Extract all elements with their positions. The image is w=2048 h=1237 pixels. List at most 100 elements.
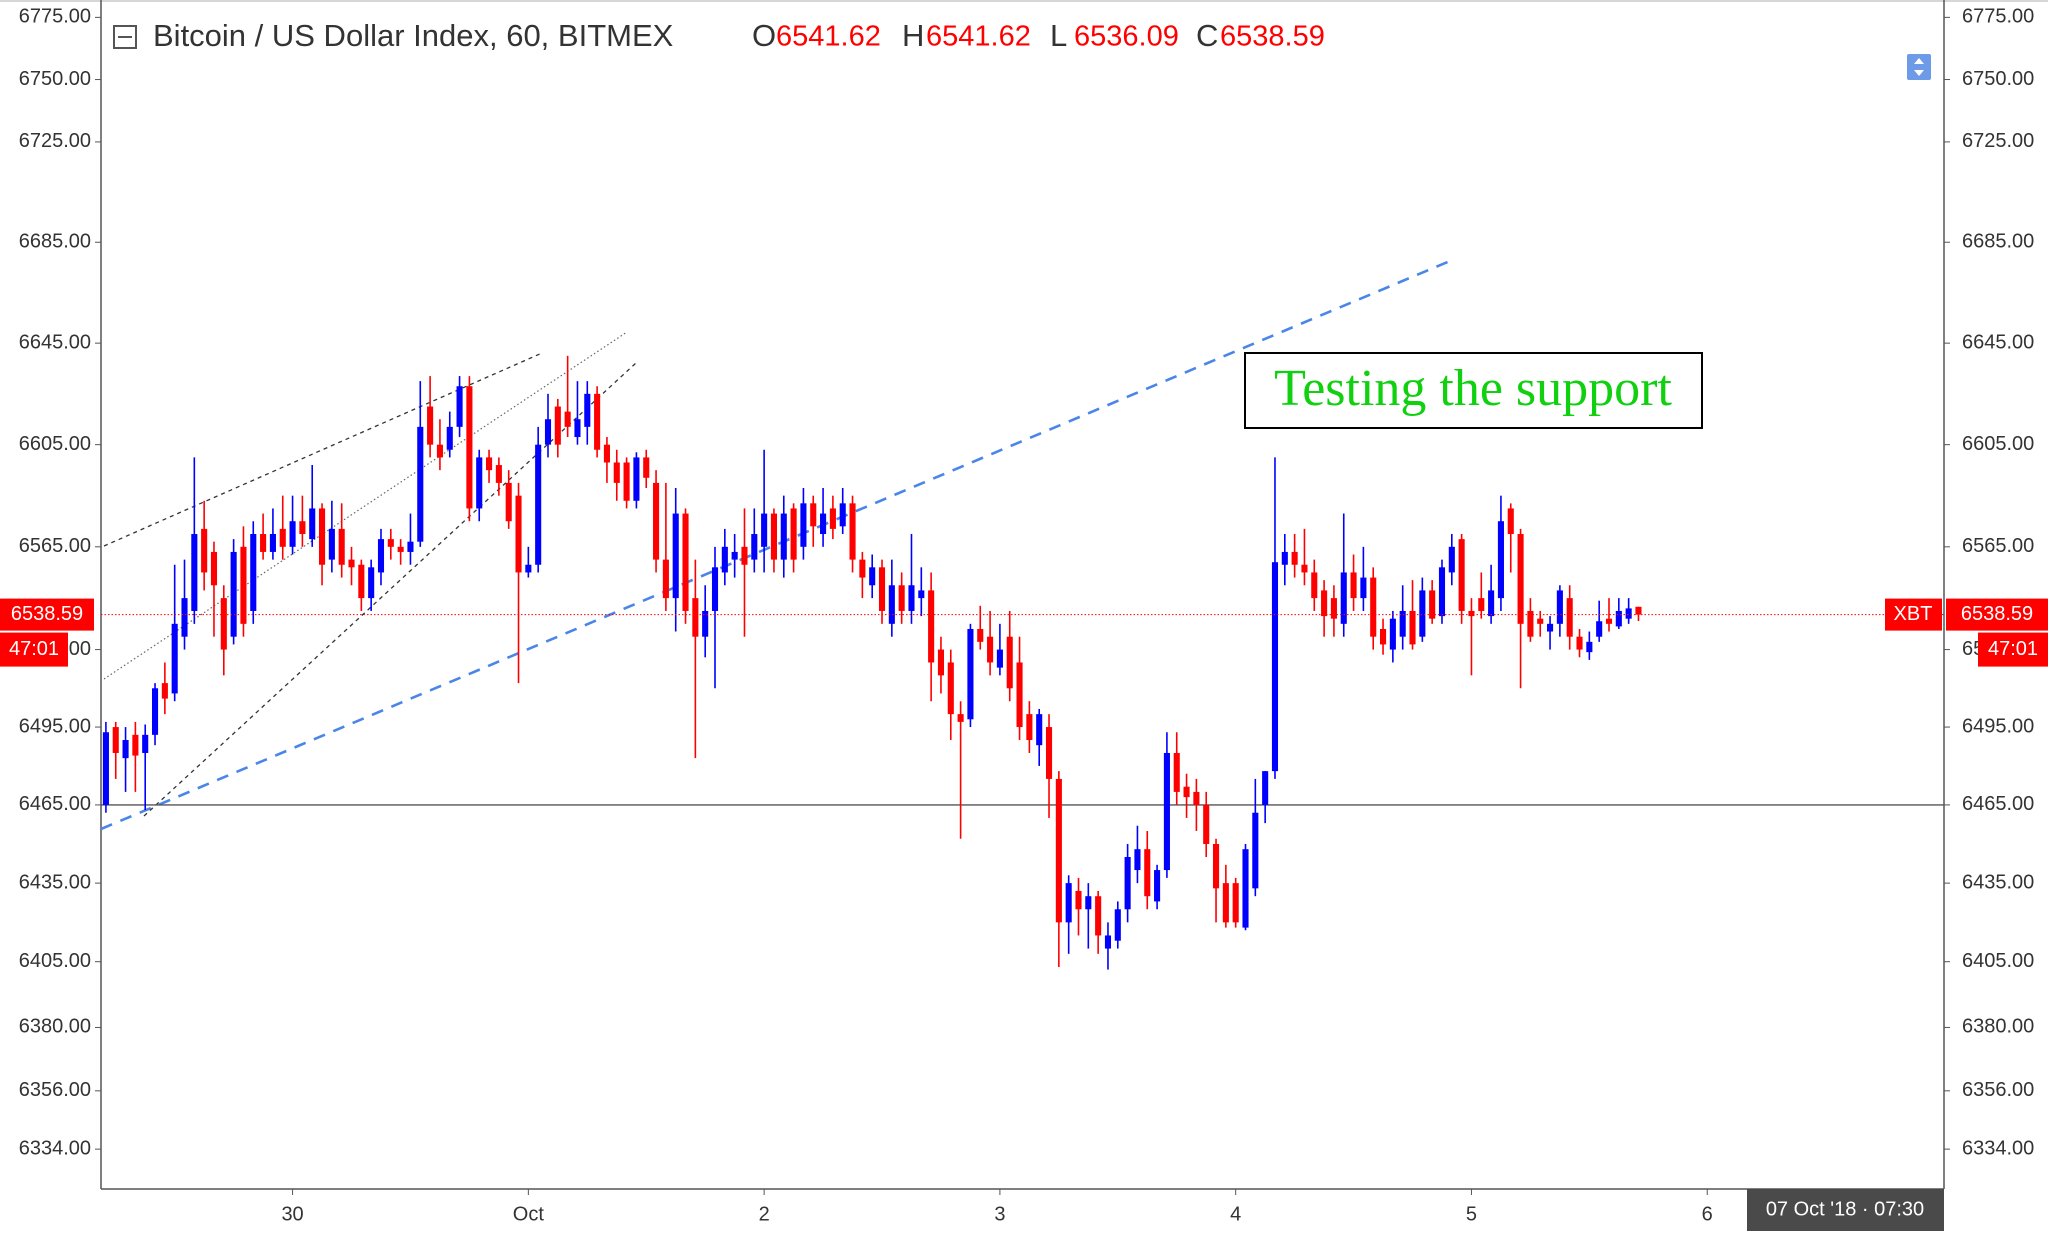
crosshair-time: 07 Oct '18 · 07:30 <box>1766 1198 1924 1220</box>
candle-body <box>1114 909 1121 941</box>
y-tick-label: 6356.00 <box>19 1079 91 1101</box>
x-tick-label: 6 <box>1702 1203 1713 1225</box>
candle-body <box>1144 849 1151 897</box>
candle-body <box>928 590 935 663</box>
y-tick-label: 6605.00 <box>1962 433 2034 455</box>
candle-body <box>662 559 669 599</box>
y-tick-label: 6685.00 <box>1962 231 2034 253</box>
candle-body <box>289 521 296 547</box>
candle-body <box>201 528 208 573</box>
y-tick-label: 6380.00 <box>19 1016 91 1038</box>
y-tick-label: 6465.00 <box>19 793 91 815</box>
candle-body <box>1556 590 1563 624</box>
legend-value: 6541.62 <box>926 21 1031 53</box>
candle-body <box>711 567 719 611</box>
candle-body <box>112 727 119 753</box>
candle-body <box>849 503 856 560</box>
candle-body <box>1173 752 1180 792</box>
candle-body <box>1183 786 1190 798</box>
y-tick-label: 6645.00 <box>1962 331 2034 353</box>
title: Bitcoin / US Dollar Index, 60, BITMEX <box>153 18 674 53</box>
candle-body <box>151 688 159 735</box>
candle-body <box>741 546 748 565</box>
candle-body <box>1497 521 1504 599</box>
y-tick-label: 6334.00 <box>19 1137 91 1159</box>
y-tick-label: 6465.00 <box>1962 793 2034 815</box>
y-tick-label: 6405.00 <box>19 950 91 972</box>
candle-body <box>1448 546 1455 573</box>
candle-body <box>800 503 807 547</box>
x-tick-label: 4 <box>1230 1203 1241 1225</box>
collapse-icon[interactable] <box>113 25 137 49</box>
candle-body <box>1321 590 1328 617</box>
countdown: 47:01 <box>1988 638 2038 660</box>
candle-body <box>1478 598 1485 611</box>
candle-body <box>387 539 394 547</box>
candle-body <box>436 444 443 458</box>
candle-body <box>790 508 797 560</box>
candle-body <box>1379 628 1387 645</box>
candle-body <box>1045 727 1053 779</box>
candle-body <box>505 482 512 522</box>
candle-body <box>348 559 355 568</box>
candle-body <box>977 628 984 642</box>
candle-body <box>279 528 286 547</box>
candle-body <box>633 457 640 501</box>
annotation-box <box>1244 352 1703 429</box>
candle-body <box>761 513 768 547</box>
candle-body <box>161 683 168 699</box>
crosshair-time-bg <box>1747 1189 1944 1231</box>
candle-body <box>594 393 601 450</box>
candle-body <box>1389 618 1396 650</box>
annotation: Testing the support <box>1274 360 1672 417</box>
y-tick-label: 6775.00 <box>19 6 91 28</box>
y-tick-label: 6495.00 <box>19 715 91 737</box>
candle-body <box>1163 752 1170 871</box>
candle-body <box>751 534 758 560</box>
candle-body <box>486 457 493 471</box>
candle-body <box>240 546 247 624</box>
candle-body <box>181 598 188 637</box>
candle-body <box>1419 590 1426 637</box>
candle-body <box>171 623 178 694</box>
candle-body <box>947 662 954 715</box>
scale-button[interactable] <box>1907 54 1931 80</box>
candle-body <box>888 585 895 624</box>
candle-body <box>535 444 542 565</box>
y-tick-label: 6435.00 <box>1962 871 2034 893</box>
price-tag-bg <box>1946 598 2048 631</box>
candle-body <box>495 465 502 483</box>
candle-body <box>427 406 434 445</box>
candle-body <box>1547 623 1554 632</box>
candle-body <box>1055 778 1062 923</box>
candle-body <box>338 528 345 565</box>
candle-body <box>564 411 571 427</box>
y-tick-label: 6405.00 <box>1962 950 2034 972</box>
candle-body <box>859 559 866 578</box>
candle-body <box>996 649 1003 668</box>
price-tag: 6538.59 <box>1961 603 2033 625</box>
countdown: 47:01 <box>9 638 59 660</box>
candle-body <box>368 567 375 599</box>
legend-label: O <box>752 18 776 53</box>
candle-body <box>692 598 699 637</box>
candle-body <box>1438 567 1446 617</box>
candle-body <box>584 393 591 427</box>
candle-body <box>142 734 149 753</box>
candle-body <box>623 462 630 501</box>
channel-line <box>103 331 628 680</box>
legend-value: 6536.09 <box>1074 21 1179 53</box>
candle-body <box>318 508 326 565</box>
candle-body <box>1016 662 1023 728</box>
candle-body <box>770 513 777 560</box>
candle-body <box>1360 577 1367 599</box>
candle-body <box>1065 883 1072 923</box>
candle-body <box>918 590 925 599</box>
candle-body <box>1232 883 1239 923</box>
candle-body <box>820 513 827 535</box>
candle-body <box>1429 590 1436 619</box>
candle-body <box>1488 590 1495 617</box>
legend-label: C <box>1196 18 1218 53</box>
